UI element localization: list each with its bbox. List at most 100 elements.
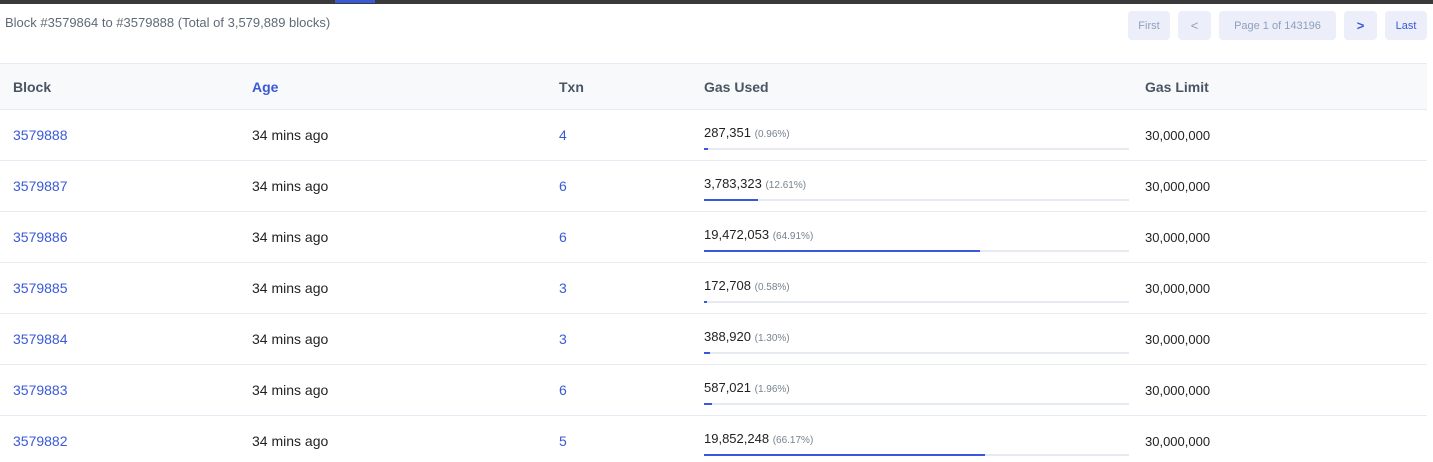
txn-cell: 4 xyxy=(559,110,704,161)
txn-count-link[interactable]: 3 xyxy=(559,280,567,296)
gas-used-value: 388,920 xyxy=(704,328,751,344)
gas-used-bar xyxy=(704,147,1129,150)
first-page-button[interactable]: First xyxy=(1128,11,1170,40)
gas-used-cell: 19,472,053 (64.91%) xyxy=(704,212,1145,263)
gas-used-cell: 3,783,323 (12.61%) xyxy=(704,161,1145,212)
block-number-link[interactable]: 3579882 xyxy=(13,433,68,449)
table-row: 3579884 34 mins ago 3 388,920 (1.30%) 30,000… xyxy=(0,314,1427,365)
txn-cell: 6 xyxy=(559,365,704,416)
gas-used-bar xyxy=(704,198,1129,201)
table-row: 3579882 34 mins ago 5 19,852,248 (66.17%) 30… xyxy=(0,416,1427,462)
age-cell: 34 mins ago xyxy=(252,127,329,143)
txn-count-link[interactable]: 5 xyxy=(559,433,567,449)
gas-used-cell: 388,920 (1.30%) xyxy=(704,314,1145,365)
gas-used-bar-fill xyxy=(704,198,758,201)
gas-used-percent: (1.96%) xyxy=(754,383,790,395)
block-cell: 3579882 xyxy=(0,416,252,462)
gas-limit-cell: 30,000,000 xyxy=(1145,382,1211,398)
gas-used-percent: (64.91%) xyxy=(772,230,814,242)
block-cell: 3579886 xyxy=(0,212,252,263)
block-number-link[interactable]: 3579884 xyxy=(13,331,68,347)
block-number-link[interactable]: 3579886 xyxy=(13,229,68,245)
column-header-gas-limit: Gas Limit xyxy=(1145,63,1427,110)
table-row: 3579887 34 mins ago 6 3,783,323 (12.61%) 30,… xyxy=(0,161,1427,212)
txn-count-link[interactable]: 6 xyxy=(559,229,567,245)
table-row: 3579883 34 mins ago 6 587,021 (1.96%) 30,000… xyxy=(0,365,1427,416)
block-cell: 3579888 xyxy=(0,110,252,161)
gas-used-bar xyxy=(704,249,1129,252)
pagination: First < Page 1 of 143196 > Last xyxy=(1128,11,1427,40)
gas-limit-cell: 30,000,000 xyxy=(1145,178,1211,194)
gas-used-bar xyxy=(704,453,1129,456)
gas-used-bar-fill xyxy=(704,453,986,456)
top-bar-accent xyxy=(335,0,375,3)
gas-used-value: 287,351 xyxy=(704,124,751,140)
table-row: 3579886 34 mins ago 6 19,472,053 (64.91%) 30… xyxy=(0,212,1427,263)
gas-limit-cell: 30,000,000 xyxy=(1145,331,1211,347)
gas-used-percent: (12.61%) xyxy=(765,179,807,191)
top-bar xyxy=(0,0,1433,4)
txn-cell: 3 xyxy=(559,263,704,314)
age-cell: 34 mins ago xyxy=(252,331,329,347)
block-cell: 3579883 xyxy=(0,365,252,416)
gas-used-cell: 287,351 (0.96%) xyxy=(704,110,1145,161)
block-number-link[interactable]: 3579887 xyxy=(13,178,68,194)
gas-used-bar-fill xyxy=(704,249,980,252)
gas-used-bar xyxy=(704,351,1129,354)
block-cell: 3579885 xyxy=(0,263,252,314)
gas-used-value: 3,783,323 xyxy=(704,175,762,191)
gas-used-percent: (0.96%) xyxy=(754,128,790,140)
gas-used-bar xyxy=(704,300,1129,303)
txn-cell: 6 xyxy=(559,161,704,212)
gas-used-cell: 172,708 (0.58%) xyxy=(704,263,1145,314)
blocks-summary: Block #3579864 to #3579888 (Total of 3,5… xyxy=(5,15,331,30)
txn-count-link[interactable]: 4 xyxy=(559,127,567,143)
age-cell: 34 mins ago xyxy=(252,178,329,194)
gas-used-bar-fill xyxy=(704,300,707,303)
age-cell: 34 mins ago xyxy=(252,433,329,449)
block-number-link[interactable]: 3579885 xyxy=(13,280,68,296)
gas-used-value: 172,708 xyxy=(704,277,751,293)
txn-count-link[interactable]: 6 xyxy=(559,382,567,398)
txn-count-link[interactable]: 3 xyxy=(559,331,567,347)
gas-used-bar xyxy=(704,402,1129,405)
table-row: 3579885 34 mins ago 3 172,708 (0.58%) 30,000… xyxy=(0,263,1427,314)
last-page-button[interactable]: Last xyxy=(1385,11,1427,40)
gas-used-bar-fill xyxy=(704,147,709,150)
gas-used-percent: (0.58%) xyxy=(754,281,790,293)
gas-used-cell: 587,021 (1.96%) xyxy=(704,365,1145,416)
next-page-button[interactable]: > xyxy=(1344,11,1377,40)
column-header-block: Block xyxy=(0,63,252,110)
column-header-age[interactable]: Age xyxy=(252,63,559,110)
txn-cell: 5 xyxy=(559,416,704,462)
table-header-row: Block Age Txn Gas Used Gas Limit xyxy=(0,63,1427,110)
gas-used-percent: (66.17%) xyxy=(772,434,814,446)
block-number-link[interactable]: 3579883 xyxy=(13,382,68,398)
gas-used-value: 587,021 xyxy=(704,379,751,395)
gas-used-value: 19,472,053 xyxy=(704,226,770,242)
txn-cell: 6 xyxy=(559,212,704,263)
gas-limit-cell: 30,000,000 xyxy=(1145,433,1211,449)
gas-limit-cell: 30,000,000 xyxy=(1145,127,1211,143)
table-row: 3579888 34 mins ago 4 287,351 (0.96%) 30,000… xyxy=(0,110,1427,161)
txn-count-link[interactable]: 6 xyxy=(559,178,567,194)
prev-page-button[interactable]: < xyxy=(1178,11,1211,40)
column-header-txn: Txn xyxy=(559,63,704,110)
block-cell: 3579884 xyxy=(0,314,252,365)
age-cell: 34 mins ago xyxy=(252,382,329,398)
age-cell: 34 mins ago xyxy=(252,229,329,245)
age-cell: 34 mins ago xyxy=(252,280,329,296)
column-header-gas-used: Gas Used xyxy=(704,63,1145,110)
gas-used-cell: 19,852,248 (66.17%) xyxy=(704,416,1145,462)
txn-cell: 3 xyxy=(559,314,704,365)
page-indicator: Page 1 of 143196 xyxy=(1219,11,1336,40)
blocks-table: Block Age Txn Gas Used Gas Limit 3579888… xyxy=(0,63,1427,462)
gas-limit-cell: 30,000,000 xyxy=(1145,280,1211,296)
gas-used-value: 19,852,248 xyxy=(704,430,770,446)
gas-used-bar-fill xyxy=(704,351,710,354)
gas-used-bar-fill xyxy=(704,402,713,405)
block-cell: 3579887 xyxy=(0,161,252,212)
gas-used-percent: (1.30%) xyxy=(754,332,790,344)
block-number-link[interactable]: 3579888 xyxy=(13,127,68,143)
gas-limit-cell: 30,000,000 xyxy=(1145,229,1211,245)
